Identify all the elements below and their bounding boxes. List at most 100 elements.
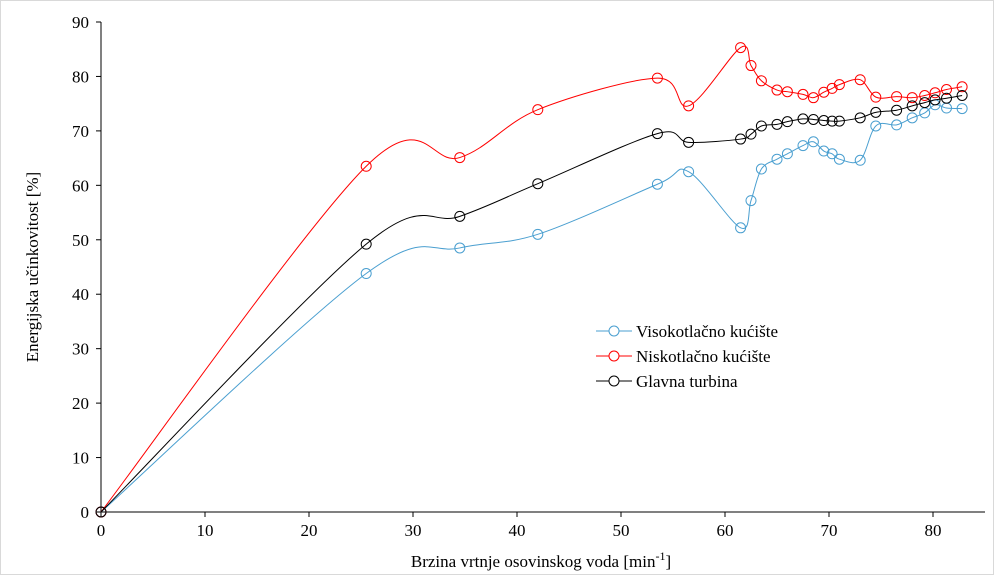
- series-1: [95, 99, 968, 518]
- data-point-marker: [833, 153, 845, 165]
- x-tick-label: 70: [821, 521, 838, 540]
- x-axis-title-end: ]: [665, 552, 671, 571]
- y-tick-label: 90: [72, 13, 89, 32]
- x-tick-label: 50: [613, 521, 630, 540]
- x-axis-title: Brzina vrtnje osovinskog voda [min-1]: [411, 549, 671, 571]
- x-tick-label: 80: [925, 521, 942, 540]
- x-axis-title-main: Brzina vrtnje osovinskog voda [min: [411, 552, 656, 571]
- x-tick-label: 40: [509, 521, 526, 540]
- data-point-marker: [745, 128, 757, 140]
- data-point-marker: [891, 91, 903, 103]
- y-tick-label: 20: [72, 394, 89, 413]
- data-point-marker: [651, 178, 663, 190]
- y-tick-label: 50: [72, 231, 89, 250]
- data-point-marker: [919, 97, 931, 109]
- data-point-marker: [781, 148, 793, 160]
- data-point-marker: [532, 178, 544, 190]
- data-point-marker: [755, 163, 767, 175]
- data-point-marker: [781, 116, 793, 128]
- data-point-marker: [360, 238, 372, 250]
- x-tick-label: 20: [301, 521, 318, 540]
- data-point-marker: [826, 148, 838, 160]
- data-point-marker: [818, 145, 830, 157]
- data-point-marker: [683, 136, 695, 148]
- data-point-marker: [454, 210, 466, 222]
- data-point-marker: [454, 242, 466, 254]
- data-point-marker: [683, 100, 695, 112]
- data-point-marker: [929, 87, 941, 99]
- data-point-marker: [807, 92, 819, 104]
- data-point-marker: [532, 228, 544, 240]
- y-tick-label: 0: [81, 503, 90, 522]
- data-point-marker: [854, 74, 866, 86]
- data-point-marker: [833, 115, 845, 127]
- legend-label: Glavna turbina: [636, 372, 738, 391]
- data-point-marker: [919, 90, 931, 101]
- series-2: [95, 42, 968, 518]
- legend-item: Visokotlačno kućište: [596, 322, 778, 341]
- x-tick-label: 10: [197, 521, 214, 540]
- legend: Visokotlačno kućište Niskotlačno kućište G…: [596, 322, 778, 391]
- x-axis-title-superscript: -1: [655, 549, 665, 563]
- legend-label: Niskotlačno kućište: [636, 347, 771, 366]
- data-point-marker: [956, 103, 968, 115]
- y-tick-label: 60: [72, 176, 89, 195]
- data-point-marker: [781, 86, 793, 98]
- data-point-marker: [854, 112, 866, 124]
- data-point-marker: [854, 154, 866, 166]
- x-tick-label: 60: [717, 521, 734, 540]
- y-tick-label: 10: [72, 449, 89, 468]
- data-point-marker: [745, 60, 757, 72]
- data-point-marker: [807, 113, 819, 125]
- y-tick-label: 80: [72, 67, 89, 86]
- data-point-marker: [771, 153, 783, 165]
- data-point-marker: [683, 166, 695, 178]
- data-point-marker: [755, 120, 767, 132]
- data-point-marker: [454, 152, 466, 164]
- data-point-marker: [771, 118, 783, 130]
- legend-swatch-marker: [608, 350, 620, 362]
- series-line: [100, 95, 963, 513]
- legend-item: Glavna turbina: [596, 372, 738, 391]
- data-point-marker: [870, 120, 882, 132]
- data-point-marker: [941, 92, 953, 104]
- series-3: [95, 90, 968, 518]
- series-line: [100, 45, 963, 513]
- data-point-marker: [870, 106, 882, 118]
- data-point-marker: [532, 104, 544, 116]
- legend-swatch-marker: [608, 325, 620, 337]
- x-tick-label: 30: [405, 521, 422, 540]
- data-point-marker: [818, 115, 830, 127]
- data-point-marker: [891, 104, 903, 116]
- y-tick-label: 70: [72, 122, 89, 141]
- data-point-marker: [755, 75, 767, 87]
- y-axis-title: Energijska učinkovitost [%]: [23, 172, 42, 362]
- data-point-marker: [941, 84, 953, 96]
- data-point-marker: [833, 79, 845, 91]
- data-point-marker: [360, 268, 372, 280]
- data-point-marker: [870, 91, 882, 103]
- legend-swatch-marker: [608, 375, 620, 387]
- data-point-marker: [906, 92, 918, 104]
- data-point-marker: [735, 42, 747, 54]
- data-point-marker: [807, 136, 819, 148]
- legend-label: Visokotlačno kućište: [636, 322, 778, 341]
- data-point-marker: [745, 195, 757, 207]
- data-point-marker: [651, 128, 663, 140]
- data-point-marker: [929, 94, 941, 106]
- legend-item: Niskotlačno kućište: [596, 347, 771, 366]
- axes: 0 10 20 30 40 50 60 70 80 90 0 10 20 30 40 50 60 70 80: [72, 13, 985, 540]
- data-point-marker: [735, 133, 747, 145]
- data-point-marker: [797, 88, 809, 100]
- data-point-marker: [826, 115, 838, 127]
- series-line: [100, 104, 963, 513]
- data-point-marker: [956, 90, 968, 101]
- data-point-marker: [891, 119, 903, 131]
- x-tick-label: 0: [97, 521, 106, 540]
- data-point-marker: [651, 72, 663, 84]
- y-tick-label: 30: [72, 340, 89, 359]
- data-point-marker: [95, 506, 107, 518]
- data-point-marker: [771, 84, 783, 96]
